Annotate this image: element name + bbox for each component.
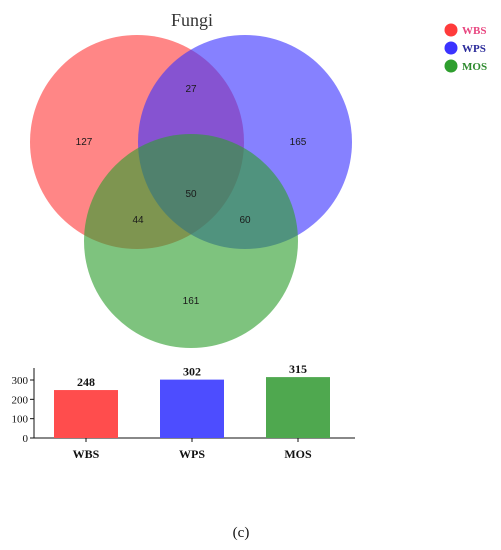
- venn-count-wbs-wps-mos: 50: [185, 189, 197, 200]
- y-tick-label: 300: [12, 375, 29, 387]
- venn-count-wps: 165: [290, 137, 307, 148]
- venn-circle-mos: [84, 134, 298, 348]
- venn-count-wbs-mos: 44: [132, 215, 144, 226]
- legend-label-wbs: WBS: [462, 25, 486, 37]
- venn-count-wps-mos: 60: [239, 215, 251, 226]
- bar-value-label-wbs: 248: [77, 375, 95, 389]
- bar-value-label-mos: 315: [289, 362, 307, 376]
- y-tick-label: 0: [23, 433, 29, 445]
- bar-value-label-wps: 302: [183, 365, 201, 379]
- panel-label: (c): [233, 525, 250, 541]
- legend-label-mos: MOS: [462, 61, 487, 73]
- legend-swatch-wps: [444, 41, 458, 55]
- legend-label-wps: WPS: [462, 43, 486, 55]
- x-tick-label-mos: MOS: [284, 447, 312, 461]
- x-tick-label-wbs: WBS: [73, 447, 100, 461]
- venn-count-mos: 161: [183, 296, 200, 307]
- y-tick-label: 100: [12, 414, 29, 426]
- legend-swatch-mos: [444, 59, 458, 73]
- venn-title: Fungi: [171, 10, 213, 30]
- venn-counts: 127 165 161 27 44 60 50: [76, 84, 307, 307]
- venn-count-wbs-wps: 27: [185, 84, 197, 95]
- bar-wps: [160, 379, 224, 438]
- venn-count-wbs: 127: [76, 137, 93, 148]
- bar-chart: 0 100 200 300 248 WBS 302 WPS 315 MOS: [12, 362, 355, 461]
- bar-wbs: [54, 390, 118, 438]
- venn-legend: WBS WPS MOS: [444, 23, 487, 73]
- venn-circles: [30, 35, 352, 348]
- legend-swatch-wbs: [444, 23, 458, 37]
- y-tick-label: 200: [12, 394, 29, 406]
- x-tick-label-wps: WPS: [179, 447, 205, 461]
- bar-mos: [266, 377, 330, 438]
